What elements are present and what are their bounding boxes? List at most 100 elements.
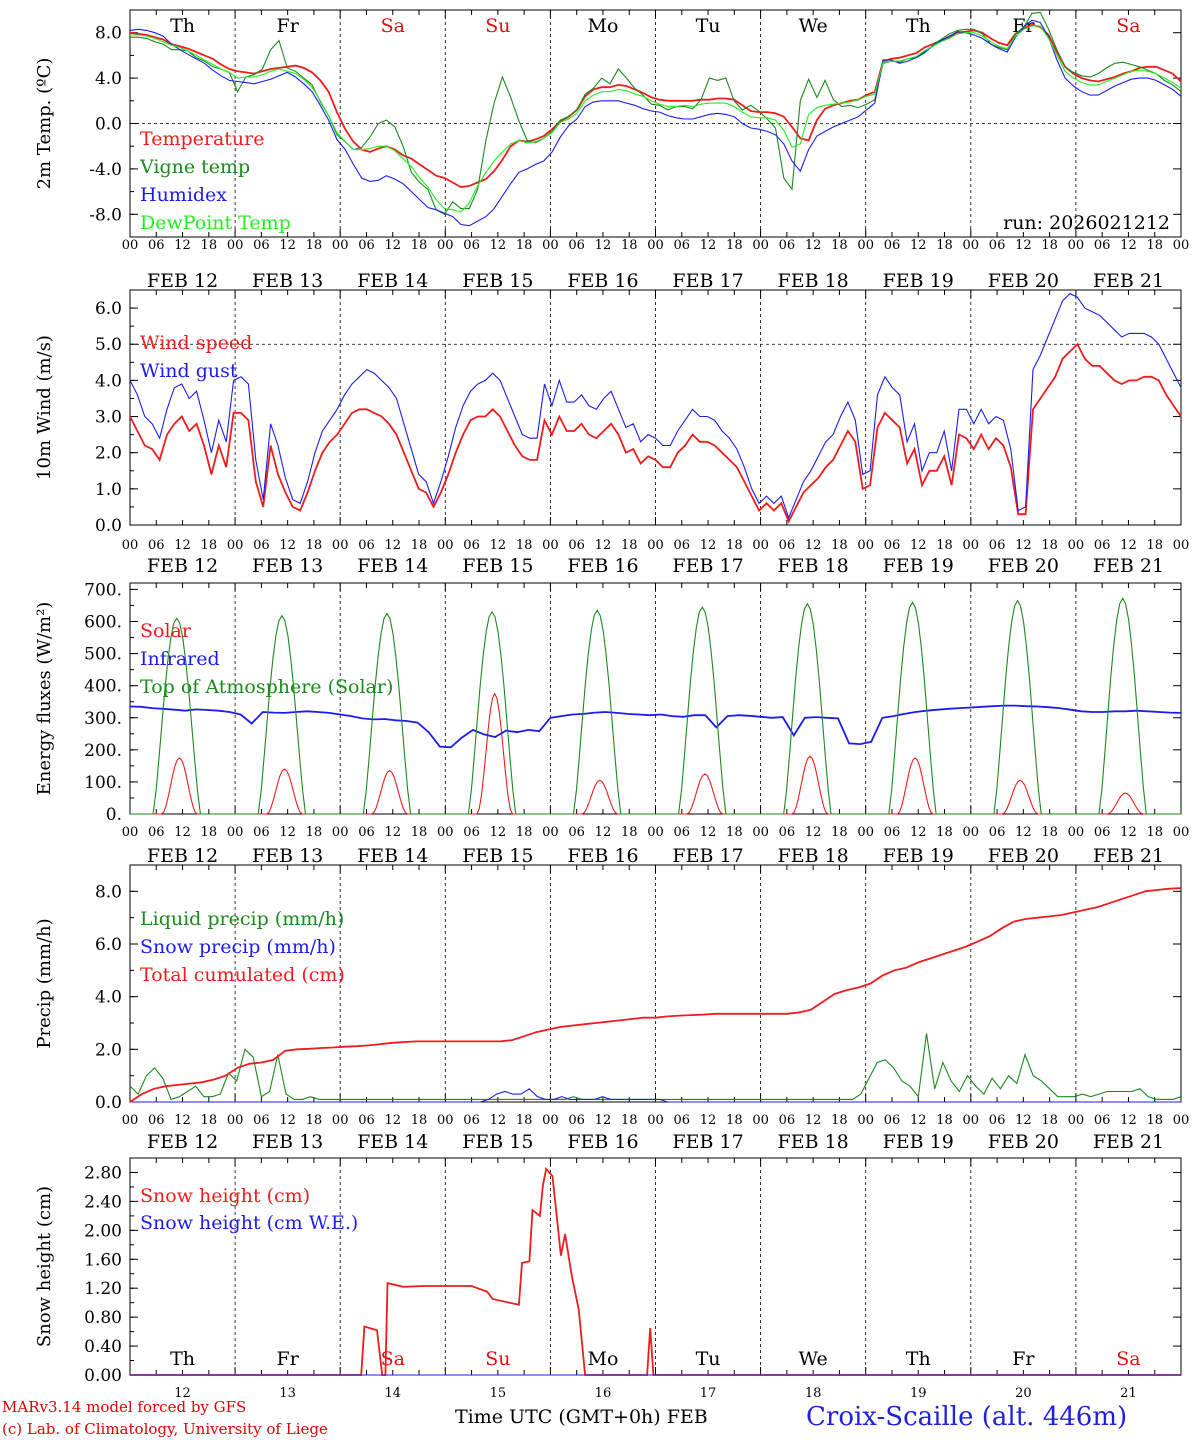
hour-label: 06 <box>884 538 901 553</box>
series-line-snow-precip-mm-h- <box>130 1088 1181 1103</box>
hour-label: 18 <box>306 538 323 553</box>
weekday-label: Sa <box>1116 1348 1140 1370</box>
y-tick-label: 0.00 <box>84 1366 122 1386</box>
weekday-label: We <box>799 1348 828 1370</box>
hour-label: 06 <box>674 1113 691 1128</box>
series-line-humidex <box>129 19 1182 227</box>
hour-label: 12 <box>700 1113 717 1128</box>
hour-label: 18 <box>621 1113 638 1128</box>
hour-label: 18 <box>936 538 953 553</box>
hour-label: 18 <box>726 538 743 553</box>
hour-label: 12 <box>910 538 927 553</box>
hour-label: 00 <box>122 825 139 840</box>
y-tick-label: 2.0 <box>95 444 122 464</box>
legend-entry: Temperature <box>140 128 264 150</box>
y-tick-label: 0.80 <box>84 1308 122 1328</box>
legend-entry: Top of Atmosphere (Solar) <box>140 676 393 698</box>
date-label: FEB 20 <box>988 555 1059 577</box>
hour-label: 06 <box>674 538 691 553</box>
hour-label: 18 <box>831 238 848 253</box>
series-line-dewpoint-temp <box>130 25 1182 213</box>
day-number-label: 15 <box>490 1386 507 1401</box>
date-label: FEB 18 <box>778 270 849 292</box>
time-axis-label: Time UTC (GMT+0h) FEB <box>455 1406 708 1428</box>
hour-label: 06 <box>568 238 585 253</box>
hour-label: 00 <box>437 825 454 840</box>
date-label: FEB 12 <box>147 270 218 292</box>
hour-label: 00 <box>752 825 769 840</box>
hour-label: 06 <box>463 538 480 553</box>
hour-label: 12 <box>700 538 717 553</box>
hour-label: 12 <box>910 1113 927 1128</box>
hour-label: 00 <box>227 825 244 840</box>
date-label: FEB 18 <box>778 555 849 577</box>
hour-label: 18 <box>201 1113 218 1128</box>
weekday-label: Tu <box>696 15 721 37</box>
date-label: FEB 14 <box>357 555 428 577</box>
hour-label: 06 <box>358 238 375 253</box>
hour-label: 00 <box>1068 538 1085 553</box>
y-tick-label: 2.00 <box>84 1221 122 1241</box>
hour-label: 00 <box>1173 1113 1190 1128</box>
hour-label: 12 <box>1015 825 1032 840</box>
day-number-label: 13 <box>279 1386 296 1401</box>
hour-label: 06 <box>568 538 585 553</box>
legend-entry: Vigne temp <box>139 156 250 178</box>
hour-label: 00 <box>1173 238 1190 253</box>
hour-label: 00 <box>963 1113 980 1128</box>
hour-label: 00 <box>963 825 980 840</box>
day-number-label: 18 <box>805 1386 822 1401</box>
hour-label: 06 <box>674 825 691 840</box>
date-label: FEB 15 <box>462 1131 533 1153</box>
hour-label: 12 <box>910 825 927 840</box>
y-tick-label: 0.0 <box>95 516 122 536</box>
weekday-label: Th <box>170 1348 195 1370</box>
hour-label: 06 <box>779 825 796 840</box>
model-credit: MARv3.14 model forced by GFS <box>2 1398 247 1416</box>
hour-label: 00 <box>752 1113 769 1128</box>
hour-label: 06 <box>1094 825 1111 840</box>
hour-label: 18 <box>831 538 848 553</box>
date-label: FEB 21 <box>1093 845 1164 867</box>
hour-label: 18 <box>1041 825 1058 840</box>
hour-label: 06 <box>358 1113 375 1128</box>
weekday-label: Fr <box>277 1348 300 1370</box>
hour-label: 00 <box>1068 238 1085 253</box>
hour-label: 12 <box>384 538 401 553</box>
y-tick-label: 4.0 <box>95 69 122 89</box>
hour-label: 06 <box>1094 238 1111 253</box>
date-label: FEB 12 <box>147 845 218 867</box>
hour-label: 18 <box>1146 238 1163 253</box>
weekday-label: Sa <box>381 15 405 37</box>
hour-label: 06 <box>463 1113 480 1128</box>
weekday-label: Tu <box>696 1348 721 1370</box>
date-label: FEB 17 <box>672 555 743 577</box>
date-label: FEB 20 <box>988 1131 1059 1153</box>
hour-label: 18 <box>306 825 323 840</box>
date-label: FEB 16 <box>567 1131 638 1153</box>
hour-label: 12 <box>805 1113 822 1128</box>
hour-label: 00 <box>542 538 559 553</box>
y-tick-label: 0. <box>106 805 122 825</box>
y-tick-label: 2.0 <box>95 1040 122 1060</box>
hour-label: 18 <box>201 538 218 553</box>
hour-label: 12 <box>279 238 296 253</box>
date-label: FEB 18 <box>778 845 849 867</box>
hour-label: 18 <box>516 238 533 253</box>
hour-label: 06 <box>779 538 796 553</box>
hour-label: 06 <box>989 825 1006 840</box>
hour-label: 12 <box>595 238 612 253</box>
date-label: FEB 19 <box>883 555 954 577</box>
hour-label: 00 <box>1173 825 1190 840</box>
hour-label: 18 <box>936 825 953 840</box>
hour-label: 18 <box>516 1113 533 1128</box>
hour-label: 00 <box>857 1113 874 1128</box>
y-tick-label: 4.0 <box>95 371 122 391</box>
date-label: FEB 17 <box>672 1131 743 1153</box>
hour-label: 12 <box>1015 238 1032 253</box>
y-tick-label: 4.0 <box>95 988 122 1008</box>
hour-label: 00 <box>963 538 980 553</box>
hour-label: 06 <box>463 238 480 253</box>
hour-label: 00 <box>1068 1113 1085 1128</box>
hour-label: 06 <box>884 238 901 253</box>
